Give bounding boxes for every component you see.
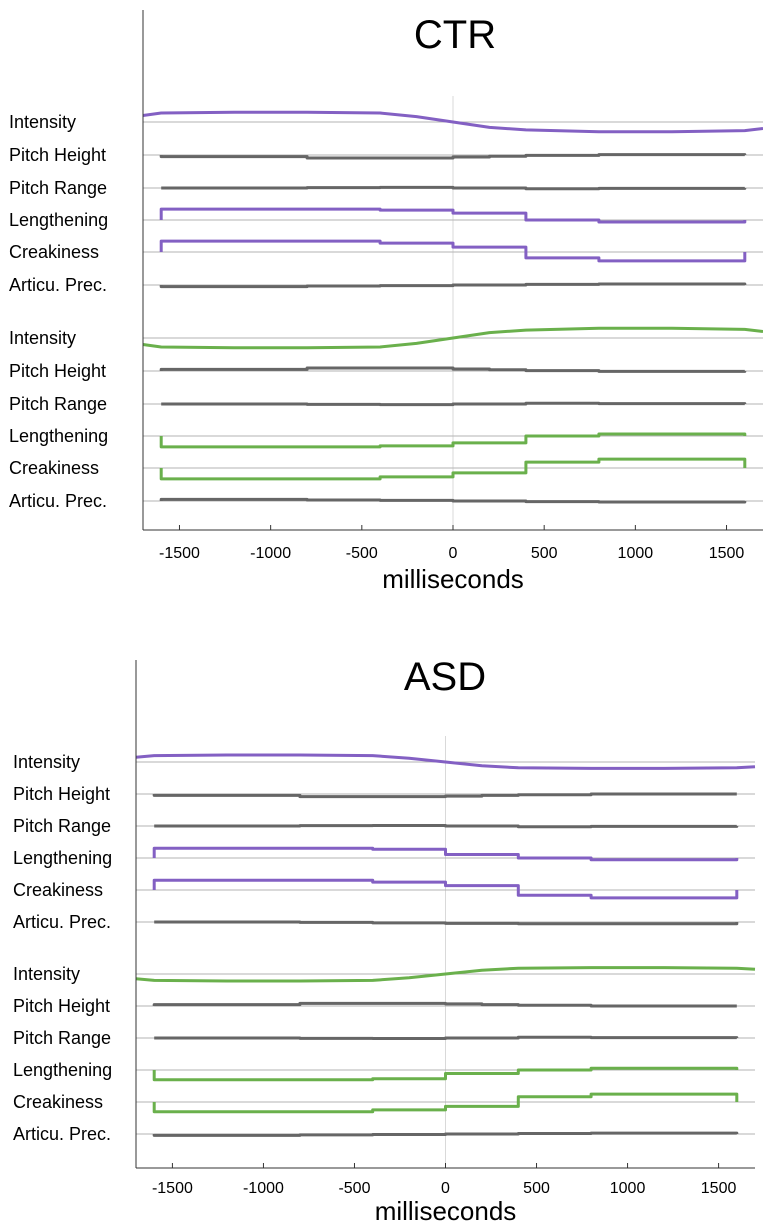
chart-title: ASD <box>404 655 486 699</box>
x-tick-label: -500 <box>338 1180 370 1197</box>
series-line-creakiness <box>159 457 747 481</box>
series-line-lengthening <box>152 1066 739 1082</box>
series-line-articu-prec <box>159 282 747 289</box>
x-tick-label: 0 <box>441 1180 450 1197</box>
x-tick-label: -1500 <box>152 1180 193 1197</box>
x-tick-label: -1500 <box>159 545 200 562</box>
row-label: Articu. Prec. <box>9 491 107 511</box>
series-line-intensity <box>135 753 756 770</box>
row-label: Pitch Height <box>13 996 110 1016</box>
series-line-pitch-height <box>159 153 747 160</box>
row-label: Intensity <box>13 752 80 772</box>
series-line-pitch-height <box>159 366 747 373</box>
x-axis-label: milliseconds <box>382 564 524 594</box>
row-label: Pitch Height <box>13 784 110 804</box>
row-label: Pitch Range <box>9 178 107 198</box>
row-label: Creakiness <box>13 880 103 900</box>
series-line-creakiness <box>152 878 739 900</box>
series-line-articu-prec <box>159 497 747 504</box>
x-axis-label: milliseconds <box>375 1196 517 1224</box>
series-line-pitch-range <box>161 401 747 407</box>
series-line-lengthening <box>159 207 747 224</box>
row-label: Lengthening <box>13 1060 112 1080</box>
x-tick-label: 500 <box>523 1180 550 1197</box>
row-label: Pitch Range <box>13 1028 111 1048</box>
series-line-creakiness <box>159 239 747 263</box>
series-line-lengthening <box>159 432 747 449</box>
x-tick-label: 1500 <box>701 1180 737 1197</box>
chart-panel-asd: ASD Intensity Pitch Height Pitch Range Lengt… <box>13 655 756 1224</box>
x-tick-label: 0 <box>449 545 458 562</box>
series-line-pitch-range <box>154 824 739 829</box>
row-label: Creakiness <box>9 242 99 262</box>
x-tick-label: -500 <box>346 545 378 562</box>
series-line-intensity <box>135 966 756 983</box>
row-label: Lengthening <box>13 848 112 868</box>
series-line-intensity <box>142 110 763 134</box>
series-line-pitch-height <box>152 792 737 799</box>
row-label: Pitch Height <box>9 361 106 381</box>
row-label: Intensity <box>9 328 76 348</box>
chart-title: CTR <box>414 13 496 57</box>
series-line-lengthening <box>152 846 739 862</box>
row-label: Lengthening <box>9 426 108 446</box>
row-label: Pitch Height <box>9 145 106 165</box>
row-label: Articu. Prec. <box>9 275 107 295</box>
row-label: Articu. Prec. <box>13 1124 111 1144</box>
series-line-articu-prec <box>154 920 739 926</box>
row-label: Pitch Range <box>13 816 111 836</box>
x-tick-label: -1000 <box>250 545 291 562</box>
x-tick-label: 500 <box>531 545 558 562</box>
row-label: Articu. Prec. <box>13 912 111 932</box>
series-line-creakiness <box>152 1092 739 1114</box>
row-label: Intensity <box>9 112 76 132</box>
row-label: Lengthening <box>9 210 108 230</box>
series-line-pitch-range <box>161 185 747 191</box>
chart-panel-ctr: CTR Intensity Pitch Height Pitch Range Lengt… <box>9 10 763 594</box>
x-tick-label: -1000 <box>243 1180 284 1197</box>
x-tick-label: 1000 <box>618 545 654 562</box>
row-label: Intensity <box>13 964 80 984</box>
x-tick-label: 1500 <box>709 545 745 562</box>
series-line-intensity <box>142 326 763 350</box>
x-tick-label: 1000 <box>610 1180 646 1197</box>
row-label: Creakiness <box>9 458 99 478</box>
row-label: Creakiness <box>13 1092 103 1112</box>
series-line-pitch-height <box>152 1001 737 1008</box>
series-line-pitch-range <box>154 1035 739 1040</box>
series-line-articu-prec <box>152 1131 739 1137</box>
row-label: Pitch Range <box>9 394 107 414</box>
